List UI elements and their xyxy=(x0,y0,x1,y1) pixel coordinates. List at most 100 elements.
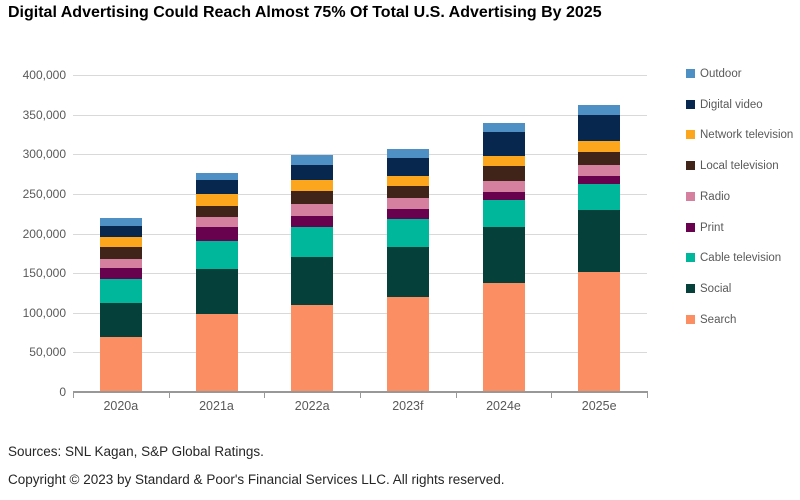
bar-segment-local-television-2025e xyxy=(578,151,621,166)
legend-item-cable-television: Cable television xyxy=(686,248,781,264)
x-axis-category-label: 2025e xyxy=(581,399,617,413)
legend-label: Search xyxy=(700,313,737,326)
bar-segment-print-2020a xyxy=(99,267,142,279)
bar-segment-cable-television-2020a xyxy=(99,278,142,304)
bar-segment-search-2024e xyxy=(482,283,525,392)
bar-segment-cable-television-2023f xyxy=(386,219,429,247)
legend-item-digital-video: Digital video xyxy=(686,95,763,111)
bar-segment-outdoor-2020a xyxy=(99,218,142,226)
bar-segment-outdoor-2023f xyxy=(386,148,429,159)
legend-item-social: Social xyxy=(686,279,731,295)
x-axis-category-label: 2021a xyxy=(199,399,234,413)
bar-segment-social-2024e xyxy=(482,227,525,284)
bar-segment-radio-2023f xyxy=(386,197,429,209)
gridline xyxy=(73,233,647,235)
legend-label: Digital video xyxy=(700,98,763,111)
bar-segment-network-television-2025e xyxy=(578,140,621,152)
bar-segment-social-2021a xyxy=(195,269,238,314)
gridline xyxy=(73,273,647,275)
bar-segment-local-television-2022a xyxy=(291,190,334,205)
bar-segment-digital-video-2024e xyxy=(482,132,525,156)
gridline xyxy=(73,193,647,195)
gridline xyxy=(73,114,647,116)
legend-label: Radio xyxy=(700,190,731,203)
bar-segment-social-2020a xyxy=(99,303,142,338)
bar-segment-outdoor-2021a xyxy=(195,172,238,180)
bar-segment-search-2023f xyxy=(386,296,429,392)
bar-segment-local-television-2023f xyxy=(386,185,429,198)
gridline xyxy=(73,75,647,76)
y-axis-tick-label: 300,000 xyxy=(22,147,66,162)
gridline xyxy=(73,352,647,354)
bar-segment-print-2022a xyxy=(291,216,334,228)
bar-segment-local-television-2021a xyxy=(195,205,238,217)
y-axis-tick-label: 200,000 xyxy=(22,226,66,241)
y-axis-tick-label: 0 xyxy=(59,385,66,399)
legend-swatch-icon xyxy=(686,283,695,293)
bar-segment-digital-video-2020a xyxy=(99,225,142,237)
legend-item-radio: Radio xyxy=(686,187,730,203)
bar-segment-radio-2024e xyxy=(482,181,525,192)
bar-segment-radio-2020a xyxy=(99,258,142,268)
legend-label: Cable television xyxy=(700,252,782,265)
y-axis-tick-label: 100,000 xyxy=(22,305,66,320)
legend-swatch-icon xyxy=(686,161,695,171)
x-axis-tick xyxy=(647,393,648,398)
bar-segment-social-2025e xyxy=(578,209,621,272)
bar-segment-outdoor-2025e xyxy=(578,105,621,116)
bar-segment-print-2023f xyxy=(386,208,429,220)
bar-segment-digital-video-2021a xyxy=(195,179,238,194)
bar-segment-cable-television-2021a xyxy=(195,240,238,270)
bar-segment-network-television-2023f xyxy=(386,175,429,186)
x-axis-tick xyxy=(73,393,74,398)
bar-segment-network-television-2022a xyxy=(291,180,334,191)
y-axis-tick-label: 250,000 xyxy=(22,186,66,201)
x-axis-category-label: 2020a xyxy=(103,399,139,413)
y-axis-tick-label: 50,000 xyxy=(29,345,66,360)
legend-item-network-television: Network television xyxy=(686,125,793,141)
legend-label: Outdoor xyxy=(700,68,742,80)
chart-title: Digital Advertising Could Reach Almost 7… xyxy=(8,4,602,21)
bar-segment-digital-video-2025e xyxy=(578,115,621,141)
bar-segment-digital-video-2022a xyxy=(291,165,334,181)
bar-segment-social-2022a xyxy=(291,257,334,305)
bar-segment-outdoor-2024e xyxy=(482,123,525,133)
x-axis-tick xyxy=(168,393,170,398)
bar-segment-search-2025e xyxy=(578,271,621,392)
x-axis-tick xyxy=(455,393,457,398)
bar-segment-local-television-2020a xyxy=(99,247,142,259)
bar-segment-network-television-2021a xyxy=(195,193,238,206)
x-axis-line xyxy=(73,391,648,393)
bar-segment-social-2023f xyxy=(386,246,429,297)
legend-swatch-icon xyxy=(686,130,695,140)
y-axis-tick-label: 350,000 xyxy=(22,107,66,122)
bar-segment-digital-video-2023f xyxy=(386,158,429,176)
sources-note: Sources: SNL Kagan, S&P Global Ratings. xyxy=(8,444,264,459)
copyright-note: Copyright © 2023 by Standard & Poor's Fi… xyxy=(8,472,505,487)
bar-segment-cable-television-2022a xyxy=(291,227,334,258)
legend-item-local-television: Local television xyxy=(686,156,779,172)
y-axis-tick-label: 400,000 xyxy=(22,68,66,82)
bar-segment-local-television-2024e xyxy=(482,166,525,182)
y-axis-tick-label: 150,000 xyxy=(22,266,66,281)
legend-item-print: Print xyxy=(686,218,724,234)
bar-segment-search-2021a xyxy=(195,313,238,392)
bar-segment-search-2022a xyxy=(291,304,334,392)
bar-segment-radio-2022a xyxy=(291,204,334,217)
x-axis-category-label: 2022a xyxy=(294,399,330,413)
x-axis-category-label: 2024e xyxy=(486,399,521,413)
legend-item-outdoor: Outdoor xyxy=(686,64,742,80)
legend-swatch-icon xyxy=(686,253,695,263)
bar-segment-network-television-2024e xyxy=(482,155,525,167)
bar-segment-print-2025e xyxy=(578,175,621,184)
bar-segment-radio-2021a xyxy=(195,216,238,228)
legend-swatch-icon xyxy=(686,99,695,109)
bar-segment-radio-2025e xyxy=(578,165,621,176)
gridline xyxy=(73,312,647,314)
legend-item-search: Search xyxy=(686,310,736,326)
legend-swatch-icon xyxy=(686,314,695,324)
gridline xyxy=(73,154,647,156)
bar-segment-search-2020a xyxy=(99,337,142,392)
bar-segment-network-television-2020a xyxy=(99,236,142,247)
